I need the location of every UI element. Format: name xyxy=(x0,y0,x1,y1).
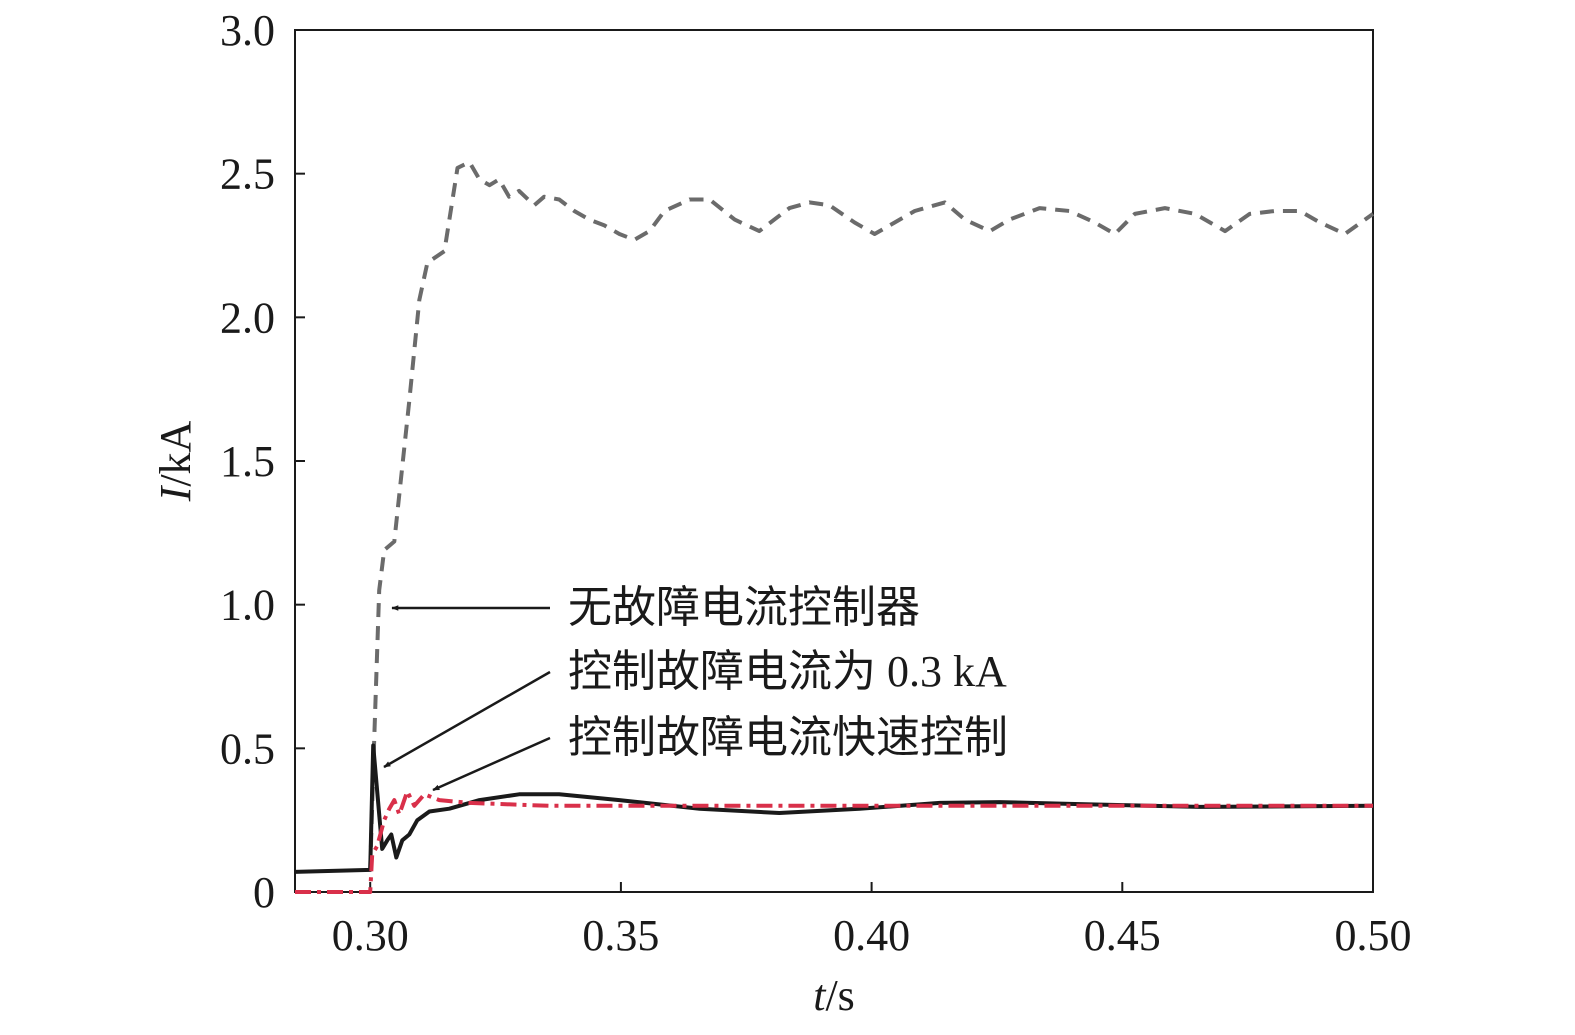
data-line xyxy=(295,789,1373,894)
data-line xyxy=(294,743,1374,874)
y-tick-label: 2.5 xyxy=(220,150,275,199)
y-tick-label: 0.5 xyxy=(220,724,275,773)
y-axis-label: I/kA xyxy=(151,420,200,502)
x-axis-label: t/s xyxy=(813,971,855,1020)
annotation: 控制故障电流为 0.3 kA xyxy=(568,647,1007,696)
plot-frame xyxy=(294,29,1374,893)
y-tick-label: 3.0 xyxy=(220,6,275,55)
y-tick-label: 1.5 xyxy=(220,437,275,486)
x-tick-label: 0.40 xyxy=(833,911,910,960)
annotation: 无故障电流控制器 xyxy=(568,583,920,632)
annotation: 控制故障电流快速控制 xyxy=(568,713,1008,762)
y-tick-label: 2.0 xyxy=(220,293,275,342)
x-tick-label: 0.50 xyxy=(1335,911,1412,960)
x-tick-label: 0.35 xyxy=(582,911,659,960)
x-tick-label: 0.30 xyxy=(332,911,409,960)
data-line xyxy=(368,160,1375,870)
y-tick-label: 0 xyxy=(253,868,275,917)
y-tick-label: 1.0 xyxy=(220,581,275,630)
annotation-arrow xyxy=(383,670,551,769)
annotation-arrow xyxy=(432,736,551,792)
x-tick-label: 0.45 xyxy=(1084,911,1161,960)
